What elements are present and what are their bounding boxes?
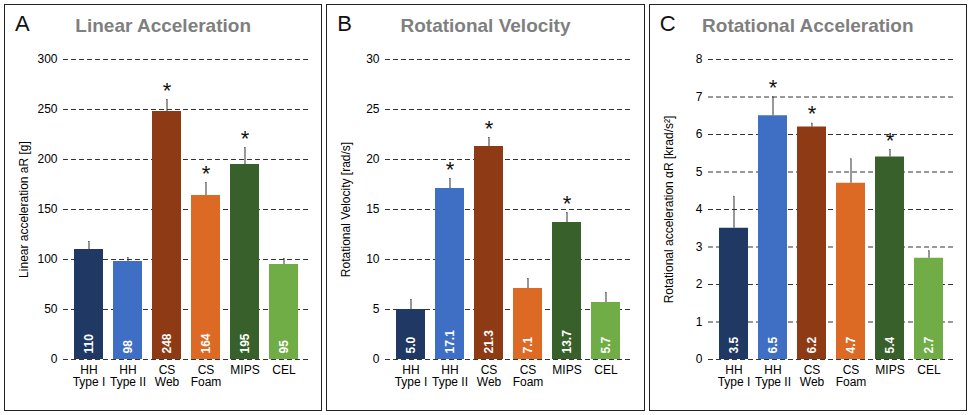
svg-text:HHType II: HHType II [432, 363, 468, 389]
svg-text:7.1: 7.1 [521, 336, 535, 353]
svg-text:1: 1 [695, 315, 702, 329]
svg-text:*: * [807, 101, 816, 126]
svg-text:4.7: 4.7 [843, 336, 857, 353]
html-text:Linear Acceleration: Linear Acceleration [75, 15, 251, 36]
svg-text:7: 7 [695, 90, 702, 104]
svg-text:*: * [885, 128, 894, 153]
svg-text:CEL: CEL [272, 363, 296, 377]
svg-text:25: 25 [366, 102, 380, 116]
svg-text:50: 50 [44, 302, 58, 316]
svg-text:*: * [163, 78, 172, 103]
svg-text:13.7: 13.7 [560, 330, 574, 354]
svg-text:Linear acceleration aR [g]: Linear acceleration aR [g] [17, 141, 31, 278]
svg-text:0: 0 [695, 352, 702, 366]
svg-text:30: 30 [366, 52, 380, 66]
svg-text:HHType I: HHType I [717, 363, 750, 389]
svg-text:164: 164 [199, 333, 213, 353]
svg-text:200: 200 [37, 152, 57, 166]
svg-text:10: 10 [366, 252, 380, 266]
svg-text:3.5: 3.5 [726, 336, 740, 353]
svg-text:HHType II: HHType II [110, 363, 146, 389]
svg-text:6.5: 6.5 [765, 336, 779, 353]
svg-text:CSWeb: CSWeb [155, 363, 180, 389]
svg-text:CSFoam: CSFoam [513, 363, 544, 389]
svg-text:CSWeb: CSWeb [477, 363, 502, 389]
svg-text:250: 250 [37, 102, 57, 116]
svg-text:248: 248 [160, 333, 174, 353]
svg-text:300: 300 [37, 52, 57, 66]
svg-text:*: * [485, 116, 494, 141]
svg-text:110: 110 [82, 334, 96, 354]
svg-text:20: 20 [366, 152, 380, 166]
svg-text:5: 5 [373, 302, 380, 316]
html-text:A: A [15, 11, 30, 36]
svg-text:MIPS: MIPS [553, 363, 582, 377]
svg-text:CSWeb: CSWeb [799, 363, 824, 389]
svg-text:*: * [768, 75, 777, 100]
svg-text:6.2: 6.2 [804, 336, 818, 353]
html-text:Rotational Acceleration: Rotational Acceleration [702, 15, 914, 36]
svg-text:2.7: 2.7 [921, 336, 935, 353]
svg-text:0: 0 [373, 352, 380, 366]
svg-text:100: 100 [37, 252, 57, 266]
svg-text:5: 5 [695, 165, 702, 179]
svg-text:15: 15 [366, 202, 380, 216]
svg-text:98: 98 [121, 340, 135, 354]
svg-text:*: * [241, 126, 250, 151]
svg-text:6: 6 [695, 127, 702, 141]
svg-text:21.3: 21.3 [482, 330, 496, 354]
svg-text:195: 195 [238, 333, 252, 353]
html-text:Rotational Velocity: Rotational Velocity [400, 15, 571, 36]
svg-text:CEL: CEL [917, 363, 941, 377]
svg-text:*: * [563, 191, 572, 216]
svg-text:HHType II: HHType II [755, 363, 791, 389]
svg-text:95: 95 [277, 340, 291, 354]
svg-text:150: 150 [37, 202, 57, 216]
svg-text:5.4: 5.4 [882, 336, 896, 353]
svg-text:MIPS: MIPS [875, 363, 904, 377]
html-text:B: B [337, 11, 352, 36]
svg-text:HHType I: HHType I [73, 363, 106, 389]
svg-text:Rotational acceleration αR [kr: Rotational acceleration αR [krad/s²] [662, 116, 676, 304]
html-text:C: C [659, 11, 676, 36]
svg-text:5.7: 5.7 [599, 336, 613, 353]
svg-text:*: * [202, 161, 211, 186]
svg-text:8: 8 [695, 52, 702, 66]
svg-text:5.0: 5.0 [404, 336, 418, 353]
svg-text:HHType I: HHType I [395, 363, 428, 389]
svg-text:2: 2 [695, 277, 702, 291]
svg-text:4: 4 [695, 202, 702, 216]
svg-text:0: 0 [51, 352, 58, 366]
svg-text:Rotational Velocity [rad/s]: Rotational Velocity [rad/s] [339, 142, 353, 277]
svg-text:CSFoam: CSFoam [191, 363, 222, 389]
svg-text:CEL: CEL [595, 363, 619, 377]
svg-text:3: 3 [695, 240, 702, 254]
svg-text:CSFoam: CSFoam [835, 363, 866, 389]
svg-text:MIPS: MIPS [230, 363, 259, 377]
svg-text:*: * [446, 157, 455, 182]
svg-text:17.1: 17.1 [443, 330, 457, 354]
